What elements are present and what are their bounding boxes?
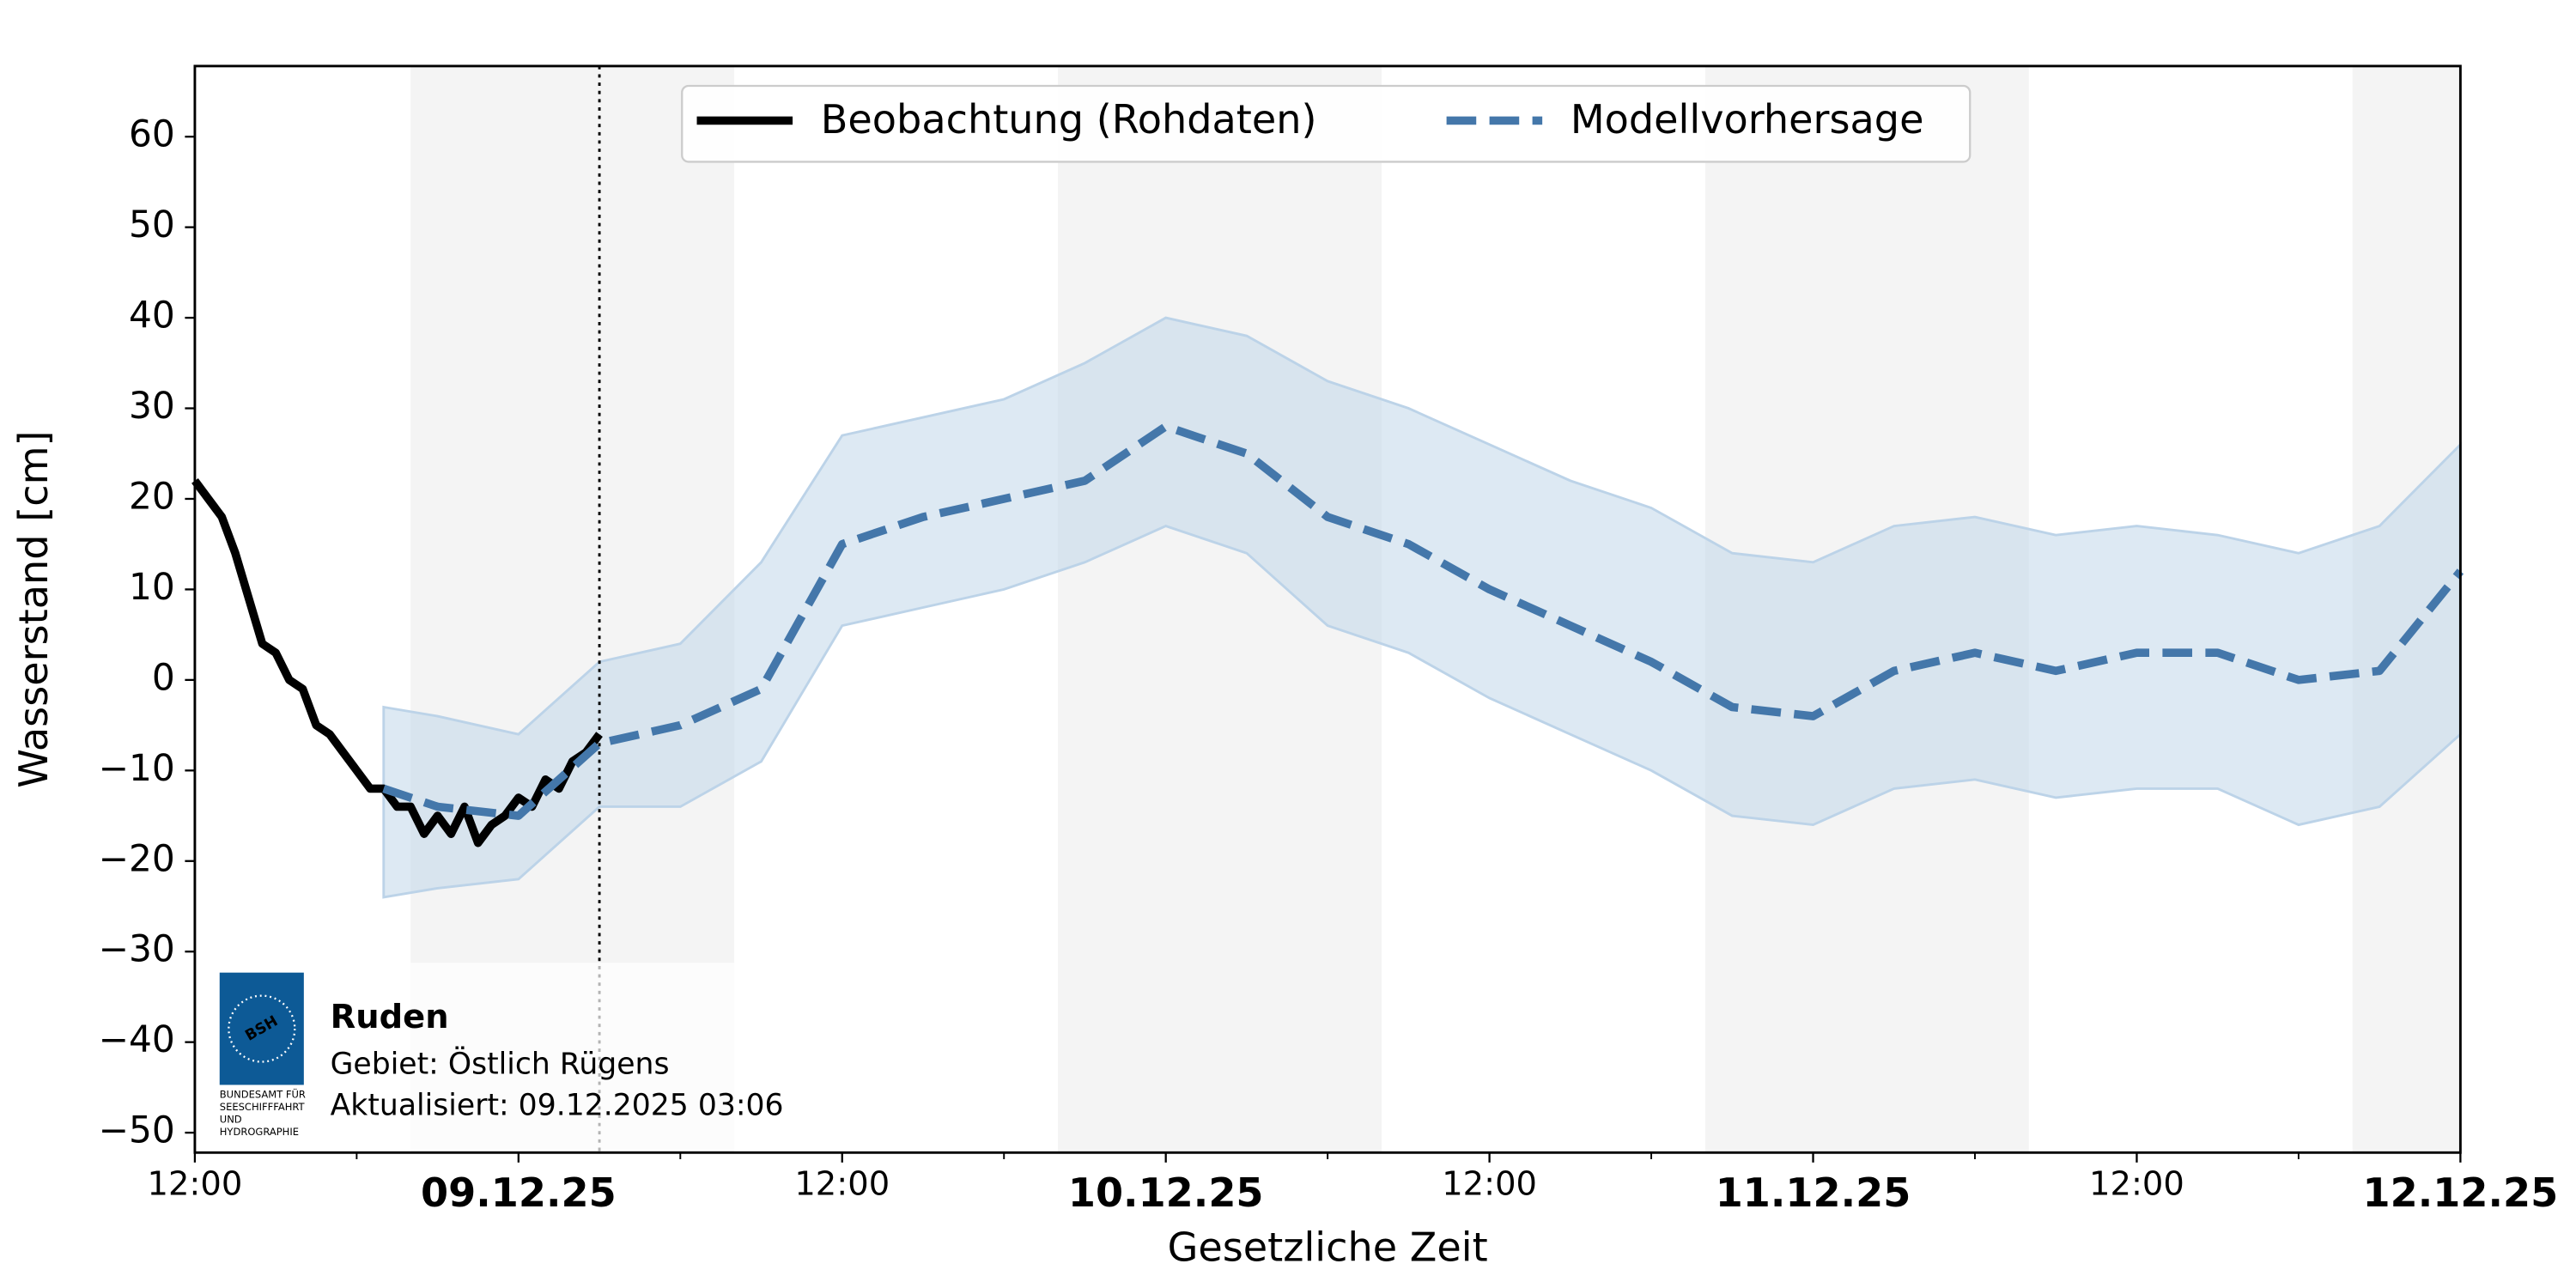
legend: Beobachtung (Rohdaten) Modellvorhersage	[681, 84, 1971, 163]
y-tick-label: −40	[99, 1018, 175, 1060]
y-tick-label: 60	[129, 113, 175, 155]
y-tick-label: 30	[129, 385, 175, 427]
y-tick-label: −10	[99, 747, 175, 789]
y-tick-label: 40	[129, 295, 175, 337]
forecast-line	[382, 422, 2464, 820]
logo-ring	[228, 994, 296, 1063]
y-axis-label: Wasserstand [cm]	[10, 430, 57, 787]
x-tick-label: 12:00	[148, 1164, 243, 1203]
y-tick-label: 20	[129, 475, 175, 517]
logo-caption: SEESCHIFFFAHRT	[220, 1101, 306, 1113]
y-tick-label: 10	[129, 566, 175, 608]
x-tick-label: 12.12.25	[2363, 1170, 2559, 1216]
logo	[219, 972, 304, 1085]
info-box	[196, 963, 933, 1151]
y-tick-label: −20	[99, 837, 175, 879]
x-tick-label: 09.12.25	[421, 1170, 617, 1216]
x-tick-label: 12:00	[1442, 1164, 1537, 1203]
updated-text: Aktualisiert: 09.12.2025 03:06	[331, 1088, 784, 1122]
plot-frame	[193, 64, 2462, 1154]
legend-box	[681, 84, 1971, 163]
x-axis-label: Gesetzliche Zeit	[1168, 1224, 1488, 1270]
x-tick-label: 12:00	[2089, 1164, 2184, 1203]
overlay: −50 −40 −30 −20 −10 0 10 20 30 40 50 60 12:00 09.12.2…	[99, 64, 2559, 1216]
x-tick-label: 10.12.25	[1068, 1170, 1264, 1216]
y-tick-label: −30	[99, 928, 175, 970]
area-text: Gebiet: Östlich Rügens	[331, 1045, 670, 1081]
logo-caption: HYDROGRAPHIE	[220, 1126, 299, 1138]
x-tick-label: 11.12.25	[1716, 1170, 1911, 1216]
x-tick-label: 12:00	[794, 1164, 890, 1203]
y-tick-label: 50	[129, 204, 175, 246]
y-tick-label: 0	[152, 656, 175, 698]
legend-label: Modellvorhersage	[1571, 96, 1924, 143]
station-name: Ruden	[331, 998, 449, 1036]
logo-caption: BUNDESAMT FÜR	[220, 1087, 306, 1101]
y-tick-label: −50	[99, 1109, 175, 1151]
legend-label: Beobachtung (Rohdaten)	[821, 96, 1317, 143]
logo-caption: UND	[220, 1113, 242, 1125]
